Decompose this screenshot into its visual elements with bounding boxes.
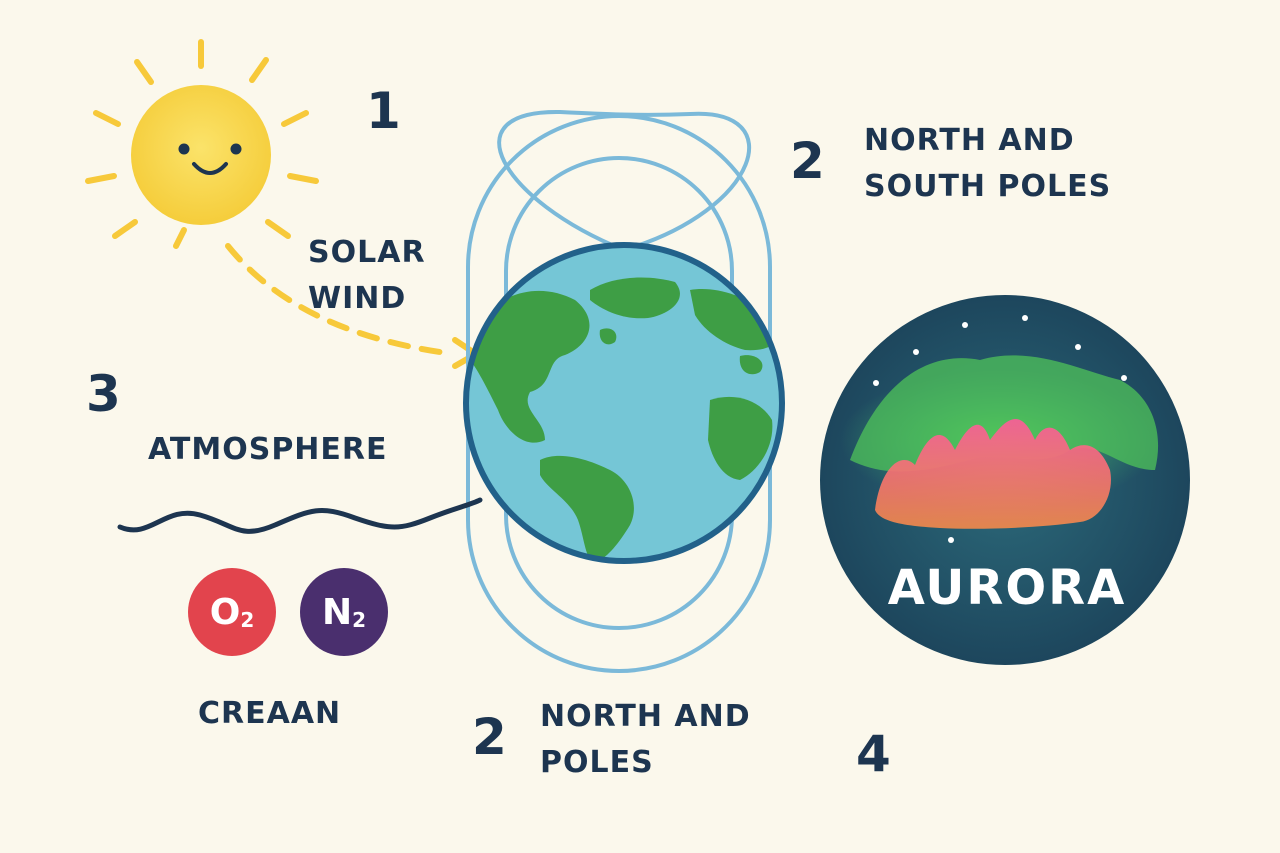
nitrogen-symbol: N [321,591,353,633]
crean-label: CREAAN [198,696,342,731]
nitrogen-subscript: 2 [352,608,367,632]
atmosphere-label: ATMOSPHERE [148,432,388,467]
aurora-icon [820,295,1190,665]
step-2-top-label-line-1: NORTH AND [864,123,1075,158]
step-2-bottom-label-line-1: NORTH AND [540,699,751,734]
step-1-number: 1 [366,82,401,140]
solar-wind-label-line-1: SOLAR [308,235,426,270]
aurora-label: AURORA [887,560,1127,616]
step-4-number: 4 [856,725,891,783]
oxygen-subscript: 2 [240,608,255,632]
step-2-top-label: NORTH AND SOUTH POLES [864,118,1111,210]
step-3-number: 3 [86,365,121,423]
wave-icon [117,497,483,534]
step-2-bottom-number: 2 [472,708,507,766]
step-2-top-number: 2 [790,132,825,190]
step-2-top-label-line-2: SOUTH POLES [864,169,1112,204]
star-dots [873,315,1127,543]
sun-icon [85,39,319,249]
solar-wind-label: SOLAR WIND [308,230,426,322]
oxygen-symbol: O [209,591,241,633]
earth-icon [463,242,785,564]
step-2-bottom-label-line-2: POLES [540,745,654,780]
solar-wind-label-line-2: WIND [308,281,407,316]
step-2-bottom-label: NORTH AND POLES [540,694,751,786]
